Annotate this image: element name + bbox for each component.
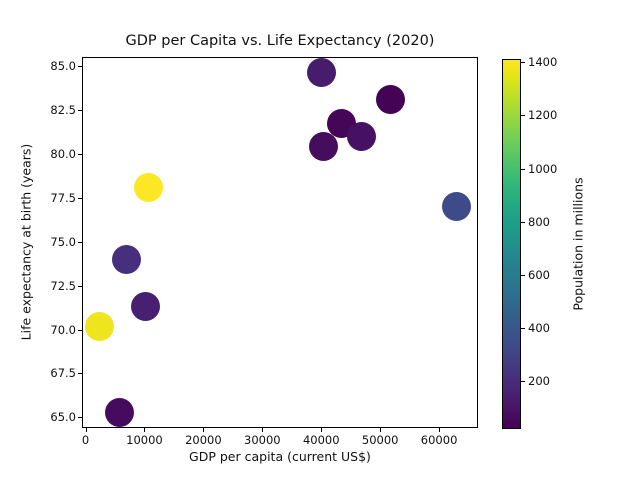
y-tick-label: 72.5	[50, 278, 76, 293]
x-axis-label: GDP per capita (current US$)	[189, 449, 371, 464]
y-tick-label: 77.5	[50, 190, 76, 205]
scatter-point	[306, 58, 336, 88]
colorbar-tick-label: 400	[528, 320, 550, 335]
colorbar	[502, 59, 521, 429]
x-tick	[144, 428, 146, 432]
colorbar-tick	[521, 115, 525, 117]
colorbar-tick-label: 600	[528, 267, 550, 282]
y-tick-label: 67.5	[50, 366, 76, 381]
y-tick-label: 75.0	[50, 234, 76, 249]
colorbar-tick-label: 200	[528, 374, 550, 389]
colorbar-tick	[521, 327, 525, 329]
y-tick	[78, 109, 82, 111]
scatter-point	[85, 311, 115, 341]
x-tick-label: 50000	[361, 433, 399, 447]
scatter-point	[133, 172, 163, 202]
x-tick	[85, 428, 87, 432]
y-tick	[78, 285, 82, 287]
scatter-point	[375, 84, 405, 114]
x-tick-label: 30000	[244, 433, 281, 447]
y-tick	[78, 417, 82, 419]
y-tick-label: 82.5	[50, 102, 76, 117]
colorbar-tick-label: 1400	[528, 55, 558, 70]
x-tick	[262, 428, 264, 432]
y-tick-label: 85.0	[50, 58, 76, 73]
scatter-point	[442, 191, 472, 221]
y-tick-label: 80.0	[50, 146, 76, 161]
x-tick	[321, 428, 323, 432]
plot-area	[82, 57, 478, 428]
x-tick-label: 20000	[185, 433, 222, 447]
x-tick-label: 0	[81, 433, 90, 447]
colorbar-tick-label: 1000	[528, 161, 558, 176]
scatter-point	[112, 244, 142, 274]
y-tick	[78, 241, 82, 243]
y-axis-label: Life expectancy at birth (years)	[18, 143, 34, 341]
y-tick	[78, 153, 82, 155]
colorbar-tick	[521, 168, 525, 170]
chart-title: GDP per Capita vs. Life Expectancy (2020…	[125, 33, 435, 49]
scatter-point	[130, 292, 160, 322]
y-tick	[78, 197, 82, 199]
x-tick-label: 40000	[302, 433, 340, 447]
scatter-point	[346, 121, 376, 151]
colorbar-tick	[521, 274, 525, 276]
x-tick	[380, 428, 382, 432]
colorbar-tick	[521, 221, 525, 223]
x-tick-label: 10000	[126, 433, 163, 447]
y-tick-label: 65.0	[50, 410, 76, 425]
x-tick	[203, 428, 205, 432]
colorbar-tick-label: 1200	[528, 108, 558, 123]
y-tick	[78, 373, 82, 375]
y-tick-label: 70.0	[50, 322, 76, 337]
x-tick-label: 60000	[420, 433, 458, 447]
x-tick	[439, 428, 441, 432]
y-tick	[78, 329, 82, 331]
scatter-point	[105, 397, 135, 427]
y-tick	[78, 65, 82, 67]
colorbar-tick-label: 800	[528, 214, 550, 229]
colorbar-label: Population in millions	[570, 177, 586, 311]
colorbar-tick	[521, 381, 525, 383]
scatter-point	[308, 132, 338, 162]
colorbar-tick	[521, 62, 525, 64]
